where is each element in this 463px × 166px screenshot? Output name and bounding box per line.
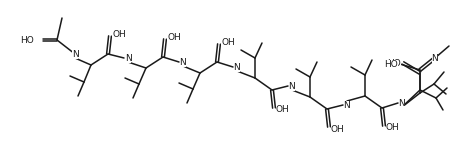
Text: OH: OH — [385, 124, 399, 132]
Text: HO: HO — [383, 59, 397, 69]
Text: N: N — [431, 53, 438, 63]
Text: OH: OH — [330, 124, 344, 133]
Text: OH: OH — [112, 30, 125, 39]
Text: N: N — [343, 100, 350, 110]
Text: N: N — [71, 49, 78, 58]
Text: OH: OH — [167, 33, 181, 42]
Text: OH: OH — [275, 106, 289, 115]
Text: N: N — [233, 63, 240, 72]
Text: OH: OH — [220, 38, 234, 46]
Text: N: N — [288, 82, 295, 90]
Text: HO: HO — [387, 58, 400, 68]
Text: HO: HO — [20, 36, 34, 44]
Text: N: N — [398, 98, 405, 108]
Text: N: N — [179, 57, 186, 67]
Text: N: N — [125, 53, 131, 63]
